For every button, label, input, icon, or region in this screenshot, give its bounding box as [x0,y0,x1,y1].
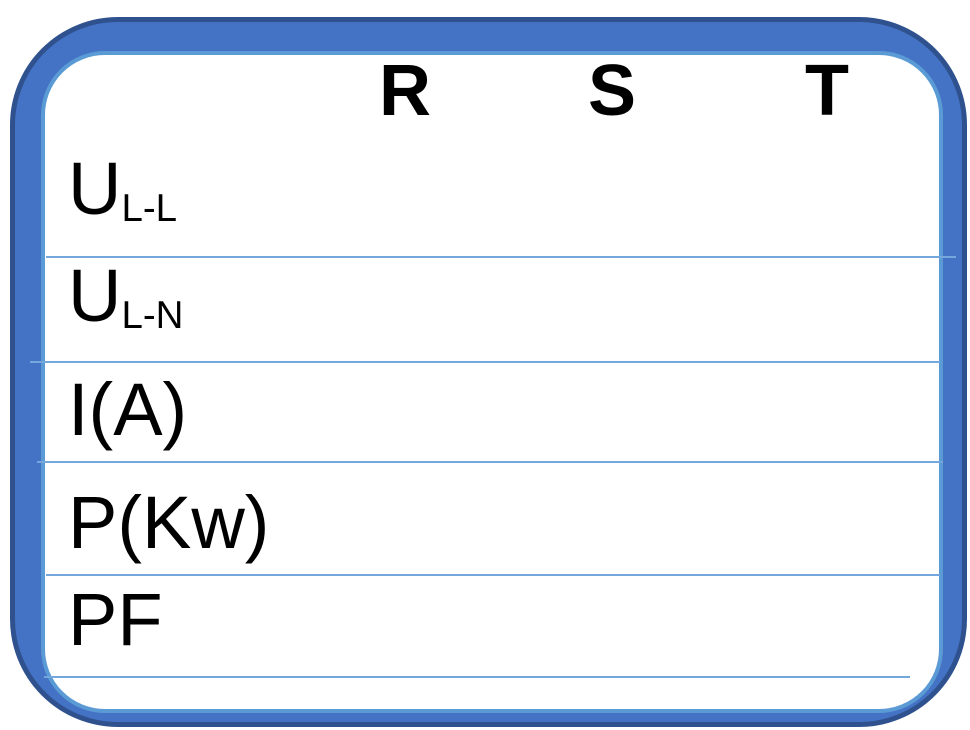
row-label-main: P(Kw) [68,481,270,564]
row-label-main: U [68,147,122,230]
row-label-subscript: L-N [121,293,184,337]
row-label-main: U [68,254,122,337]
row-divider-line [46,574,940,576]
row-divider-line [44,676,910,678]
row-label-main: PF [68,578,163,661]
column-header-s: S [587,51,637,131]
row-divider-line [46,256,956,258]
row-label-current: I(A) [68,371,187,449]
row-divider-line [30,361,940,363]
table-panel [41,51,943,713]
row-label-power-factor: PF [68,581,163,659]
row-label-u-l-l: UL-L [68,147,178,230]
row-label-subscript: L-L [121,186,178,230]
row-label-power: P(Kw) [68,484,269,562]
column-header-t: T [805,51,849,131]
column-header-r: R [379,51,431,131]
row-label-main: I(A) [68,368,188,451]
row-label-u-l-n: UL-N [68,254,184,337]
row-divider-line [37,461,943,463]
